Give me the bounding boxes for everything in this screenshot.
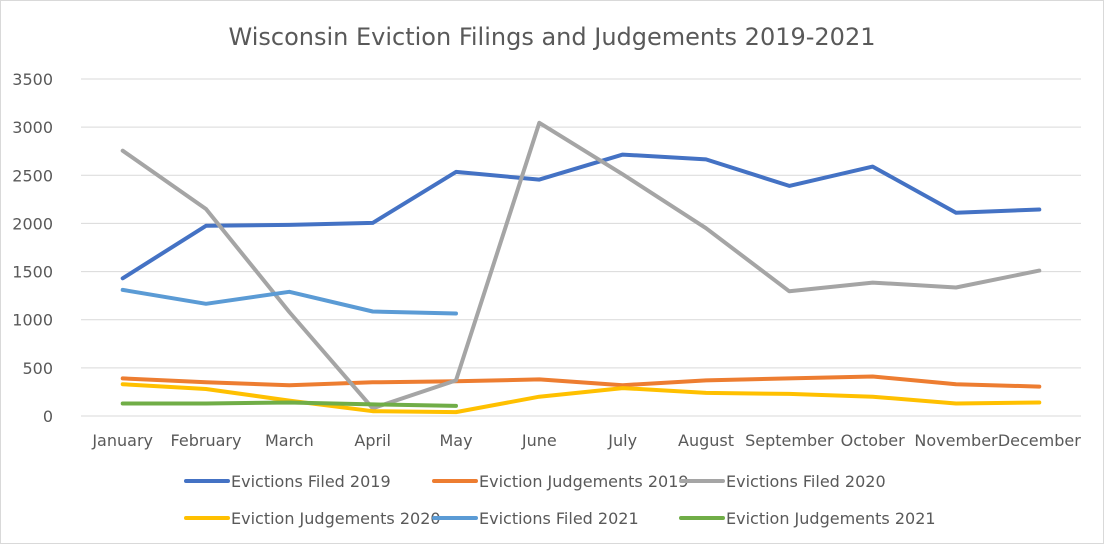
legend-label: Evictions Filed 2020 — [726, 472, 886, 491]
legend-item: Evictions Filed 2020 — [679, 472, 886, 491]
x-tick-label: January — [91, 431, 153, 450]
x-tick-label: April — [354, 431, 391, 450]
legend-label: Eviction Judgements 2019 — [479, 472, 689, 491]
y-axis-ticks: 0 500 1000 1500 2000 2500 3000 3500 — [12, 70, 53, 426]
legend-label: Eviction Judgements 2020 — [231, 509, 441, 528]
y-tick-label: 1000 — [12, 311, 53, 330]
x-tick-label: June — [521, 431, 557, 450]
x-tick-label: February — [171, 431, 242, 450]
chart-title: Wisconsin Eviction Filings and Judgement… — [229, 23, 876, 51]
legend-label: Evictions Filed 2019 — [231, 472, 391, 491]
legend: Evictions Filed 2019 Eviction Judgements … — [184, 472, 936, 528]
x-tick-label: May — [439, 431, 472, 450]
legend-item: Eviction Judgements 2021 — [679, 509, 936, 528]
y-tick-label: 0 — [43, 407, 53, 426]
legend-item: Eviction Judgements 2019 — [432, 472, 689, 491]
series-line — [120, 287, 458, 316]
x-tick-label: September — [745, 431, 834, 450]
y-tick-label: 500 — [22, 359, 53, 378]
x-tick-label: August — [678, 431, 734, 450]
series-line — [120, 152, 1042, 281]
x-tick-label: December — [998, 431, 1081, 450]
x-tick-label: November — [914, 431, 998, 450]
x-tick-label: October — [841, 431, 905, 450]
y-tick-label: 2500 — [12, 166, 53, 185]
legend-item: Evictions Filed 2021 — [432, 509, 639, 528]
legend-item: Evictions Filed 2019 — [184, 472, 391, 491]
y-tick-label: 3500 — [12, 70, 53, 89]
legend-label: Evictions Filed 2021 — [479, 509, 639, 528]
series-line — [120, 400, 458, 408]
series-line — [120, 374, 1042, 389]
x-axis-ticks: January February March April May June July Augu… — [91, 431, 1081, 450]
legend-item: Eviction Judgements 2020 — [184, 509, 441, 528]
x-tick-label: July — [607, 431, 637, 450]
y-tick-label: 3000 — [12, 118, 53, 137]
series-line — [120, 382, 1042, 415]
x-tick-label: March — [265, 431, 314, 450]
y-tick-label: 1500 — [12, 263, 53, 282]
y-tick-label: 2000 — [12, 214, 53, 233]
series-lines — [120, 120, 1042, 415]
legend-label: Eviction Judgements 2021 — [726, 509, 936, 528]
gridlines — [81, 78, 1081, 417]
